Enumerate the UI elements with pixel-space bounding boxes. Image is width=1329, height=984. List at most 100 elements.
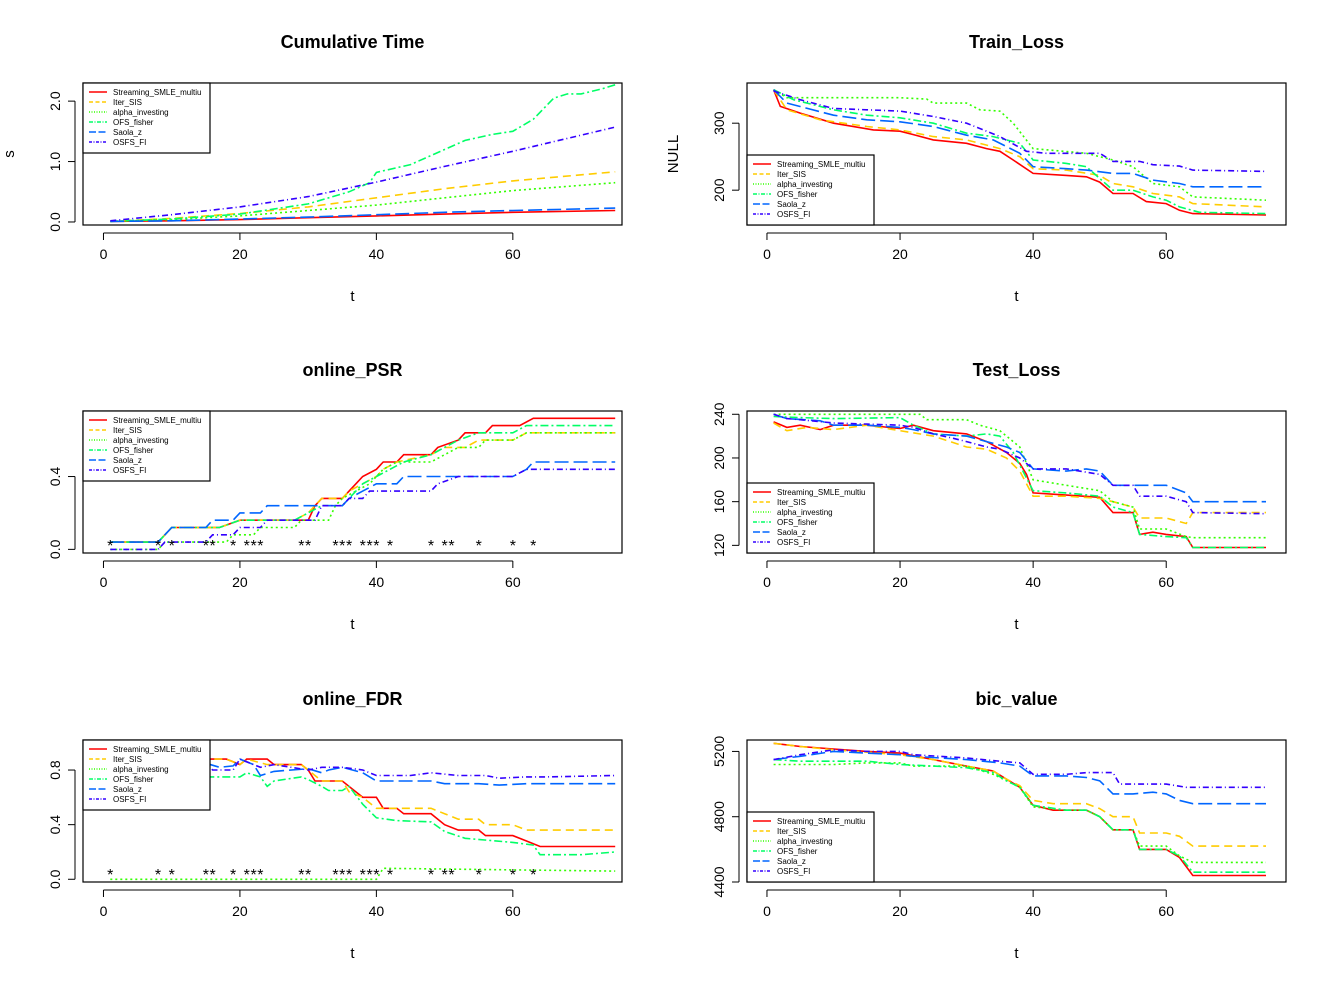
- star-marker: *: [298, 538, 304, 555]
- legend: Streaming_SMLE_multiuIter_SISalpha_inves…: [746, 811, 875, 883]
- chart-title: Cumulative Time: [281, 32, 425, 52]
- chart-title: online_PSR: [302, 360, 402, 380]
- star-marker: *: [203, 867, 209, 884]
- legend-label: Streaming_SMLE_multiu: [777, 160, 865, 169]
- x-axis: 0 20 40 60: [100, 232, 521, 262]
- legend-label: alpha_investing: [777, 180, 833, 189]
- star-marker: *: [155, 538, 161, 555]
- star-marker: *: [230, 867, 236, 884]
- y-axis-label: NULL: [665, 135, 682, 173]
- series-group: [110, 758, 616, 881]
- legend-label: OFS_fisher: [777, 518, 818, 527]
- legend-label: alpha_investing: [777, 508, 833, 517]
- star-marker: *: [107, 867, 113, 884]
- x-tick-label: 60: [505, 246, 521, 262]
- x-axis-label: t: [1014, 616, 1019, 633]
- legend-label: Iter_SIS: [777, 498, 806, 507]
- series-line-OFS_fisher: [110, 424, 616, 543]
- plot-frame: [82, 410, 623, 554]
- y-tick-label: 2.0: [47, 91, 63, 111]
- star-marker: *: [346, 538, 352, 555]
- x-axis-label: t: [350, 288, 355, 305]
- x-tick-label: 20: [232, 246, 248, 262]
- star-marker: *: [510, 538, 516, 555]
- star-marker: *: [441, 538, 447, 555]
- y-tick-label: 0.0: [47, 869, 63, 889]
- star-marker: *: [448, 538, 454, 555]
- star-marker: *: [210, 538, 216, 555]
- star-marker: *: [339, 538, 345, 555]
- series-group: [110, 84, 616, 223]
- star-marker: *: [510, 867, 516, 884]
- y-axis: 4400 4800 5200: [711, 736, 740, 898]
- star-marker: *: [448, 867, 454, 884]
- series-line-OFS_fisher: [773, 88, 1267, 215]
- chart-panel-3: Test_Loss 0 20 40 60 t 120 160 200 240 Streaming_S…: [711, 360, 1287, 633]
- star-marker: *: [428, 867, 434, 884]
- y-tick-label: 5200: [711, 736, 727, 767]
- star-marker: *: [203, 538, 209, 555]
- series-line-OFS_fisher: [110, 84, 616, 223]
- y-tick-label: 4800: [711, 801, 727, 832]
- star-marker: *: [257, 538, 263, 555]
- series-group: [110, 417, 616, 551]
- star-marker: *: [339, 867, 345, 884]
- x-tick-label: 20: [892, 574, 908, 590]
- chart-panel-1: Train_Loss 0 20 40 60 t 200 300 NULL Streaming_SM…: [665, 32, 1287, 305]
- x-tick-label: 60: [1158, 903, 1174, 919]
- star-marker: *: [373, 867, 379, 884]
- series-line-Saola_z: [773, 413, 1266, 503]
- star-marker: *: [366, 538, 372, 555]
- y-axis: 0.0 0.4 0.8: [47, 760, 76, 889]
- star-marker: *: [305, 867, 311, 884]
- legend: Streaming_SMLE_multiuIter_SISalpha_inves…: [82, 739, 211, 811]
- x-tick-label: 40: [369, 246, 385, 262]
- series-group: [772, 88, 1267, 216]
- series-line-OSFS_FI: [110, 758, 616, 780]
- legend-label: alpha_investing: [113, 108, 169, 117]
- star-marker: *: [244, 538, 250, 555]
- star-marker: *: [210, 867, 216, 884]
- legend-label: Saola_z: [113, 456, 142, 465]
- legend-label: Saola_z: [113, 128, 142, 137]
- legend-label: OFS_fisher: [113, 118, 154, 127]
- series-group: [773, 742, 1266, 877]
- star-marker: *: [366, 867, 372, 884]
- star-marker: *: [305, 538, 311, 555]
- series-line-Iter_SIS: [772, 89, 1267, 208]
- star-marker: *: [360, 867, 366, 884]
- legend-label: Streaming_SMLE_multiu: [777, 817, 865, 826]
- x-tick-label: 40: [369, 903, 385, 919]
- x-axis-label: t: [350, 945, 355, 962]
- star-marker: *: [530, 538, 536, 555]
- chart-title: bic_value: [975, 689, 1057, 709]
- x-tick-label: 0: [100, 903, 108, 919]
- legend-label: Iter_SIS: [777, 827, 806, 836]
- y-tick-label: 0.8: [47, 760, 63, 780]
- star-marker: *: [250, 538, 256, 555]
- series-line-OSFS_FI: [773, 413, 1267, 515]
- legend-label: Iter_SIS: [113, 755, 142, 764]
- star-marker: *: [169, 867, 175, 884]
- star-marker: *: [244, 867, 250, 884]
- legend-label: OSFS_FI: [113, 795, 146, 804]
- y-tick-label: 120: [711, 533, 727, 557]
- x-tick-label: 60: [1158, 574, 1174, 590]
- star-marker: *: [169, 538, 175, 555]
- star-marker: *: [155, 867, 161, 884]
- series-group: [773, 413, 1267, 549]
- series-line-alpha_investing: [110, 431, 616, 551]
- y-tick-label: 0.4: [47, 815, 63, 835]
- legend-label: OFS_fisher: [777, 190, 818, 199]
- series-line-OFS_fisher: [110, 771, 616, 856]
- star-marker: *: [360, 538, 366, 555]
- y-tick-label: 240: [711, 402, 727, 426]
- x-tick-label: 0: [763, 246, 771, 262]
- y-tick-label: 1.0: [47, 152, 63, 172]
- series-line-Saola_z: [110, 207, 616, 223]
- star-marker: *: [250, 867, 256, 884]
- legend-label: OSFS_FI: [777, 210, 810, 219]
- legend-label: Saola_z: [113, 785, 142, 794]
- series-line-OSFS_FI: [110, 468, 616, 551]
- series-line-OFS_fisher: [773, 415, 1266, 549]
